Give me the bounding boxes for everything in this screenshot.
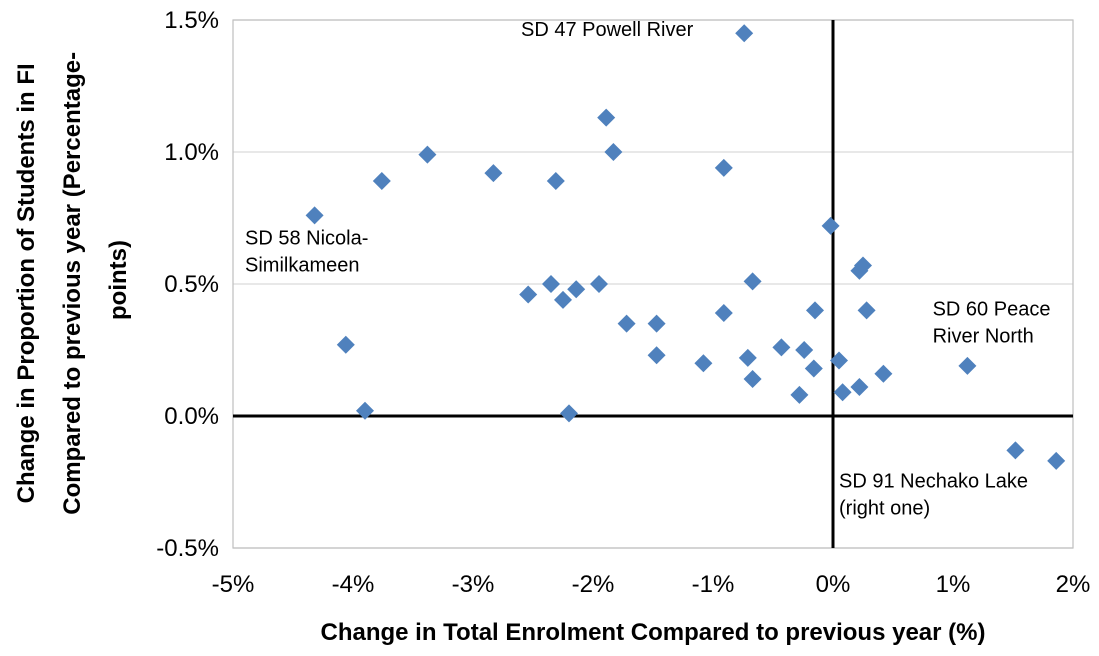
data-point xyxy=(647,346,666,365)
x-tick-label: -4% xyxy=(332,571,375,598)
point-annotation: SD 60 Peace River North xyxy=(933,299,1051,348)
x-tick-label: -3% xyxy=(452,571,495,598)
data-point xyxy=(874,364,893,383)
data-points xyxy=(305,24,1066,470)
annotation-line: (right one) xyxy=(839,497,930,519)
data-point xyxy=(833,383,852,402)
x-tick-labels: -5% -4% -3% -2% -1% 0% 1% 2% xyxy=(212,571,1091,598)
y-tick-labels: -0.5% 0.0% 0.5% 1.0% 1.5% xyxy=(156,7,219,562)
annotations: SD 47 Powell River SD 58 Nicola- Similkame… xyxy=(245,19,1050,519)
data-point xyxy=(519,285,538,304)
data-point xyxy=(554,290,572,309)
x-tick-label: -1% xyxy=(692,571,735,598)
annotation-line: Similkameen xyxy=(245,254,359,276)
annotation-line: SD 60 Peace xyxy=(933,299,1051,321)
data-point xyxy=(821,216,840,235)
data-point xyxy=(795,341,814,359)
y-axis-title-line: Change in Proportion of Students in FI xyxy=(13,63,40,503)
data-point xyxy=(772,338,791,357)
data-point xyxy=(546,172,565,191)
data-point xyxy=(356,401,374,420)
y-axis-title-line: Compared to previous year (Percentage- xyxy=(59,52,86,515)
data-point xyxy=(597,108,616,127)
y-tick-label: 1.5% xyxy=(164,7,219,34)
x-axis-title: Change in Total Enrolment Compared to pr… xyxy=(321,619,986,646)
y-tick-label: 0.0% xyxy=(164,403,219,430)
data-point xyxy=(647,314,666,333)
data-point xyxy=(1047,451,1066,470)
data-point xyxy=(714,304,733,323)
data-point xyxy=(617,314,636,333)
data-point xyxy=(850,377,869,396)
zero-axes xyxy=(233,20,1073,548)
data-point xyxy=(804,359,823,378)
gridlines xyxy=(233,19,1073,549)
data-point xyxy=(1006,441,1025,460)
data-point xyxy=(418,145,437,164)
y-axis-title-line: points) xyxy=(105,240,132,320)
data-point xyxy=(857,301,876,320)
annotation-line: River North xyxy=(933,326,1034,348)
y-tick-label: 0.5% xyxy=(164,271,219,298)
data-point xyxy=(336,335,355,354)
data-point xyxy=(542,275,560,293)
data-point xyxy=(694,354,713,373)
data-point xyxy=(567,280,586,299)
annotation-line: SD 91 Nechako Lake xyxy=(839,470,1028,492)
data-point xyxy=(743,272,762,291)
annotation-line: SD 58 Nicola- xyxy=(245,227,368,249)
data-point xyxy=(714,158,733,177)
data-point xyxy=(743,370,762,389)
data-point xyxy=(738,348,757,367)
x-tick-label: -5% xyxy=(212,571,255,598)
point-annotation: SD 91 Nechako Lake (right one) xyxy=(839,470,1028,519)
data-point xyxy=(854,256,872,275)
y-axis-title: Change in Proportion of Students in FI C… xyxy=(13,45,132,514)
x-tick-label: 1% xyxy=(936,571,971,598)
data-point xyxy=(735,24,754,43)
x-tick-label: 2% xyxy=(1056,571,1091,598)
data-point xyxy=(590,275,608,293)
data-point xyxy=(790,385,809,404)
data-point xyxy=(604,143,623,161)
data-point xyxy=(806,301,824,320)
data-point xyxy=(372,172,391,191)
y-tick-label: -0.5% xyxy=(156,535,219,562)
data-point xyxy=(830,351,848,370)
data-point xyxy=(560,404,578,423)
data-point xyxy=(958,356,977,375)
y-tick-label: 1.0% xyxy=(164,139,219,166)
x-tick-label: -2% xyxy=(572,571,615,598)
plot-area xyxy=(232,19,1074,549)
point-annotation: SD 58 Nicola- Similkameen xyxy=(245,227,368,276)
data-point xyxy=(484,164,503,183)
point-annotation: SD 47 Powell River xyxy=(521,19,694,41)
annotation-line: SD 47 Powell River xyxy=(521,19,694,41)
data-point xyxy=(305,206,324,225)
x-tick-label: 0% xyxy=(816,571,851,598)
